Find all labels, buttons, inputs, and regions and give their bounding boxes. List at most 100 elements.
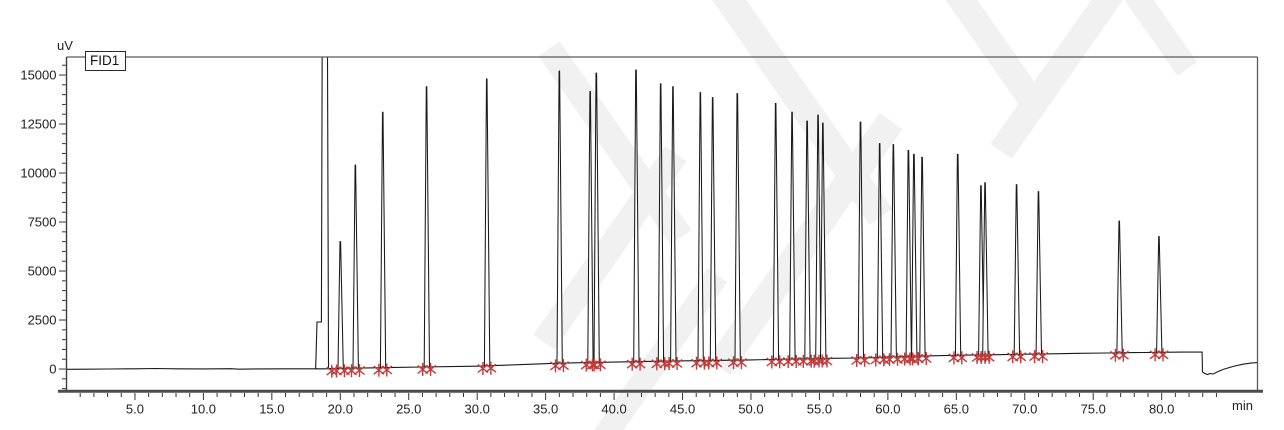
- peak: [709, 97, 717, 362]
- x-tick-label: 65.0: [944, 402, 969, 417]
- y-tick-label: 5000: [28, 264, 57, 279]
- peak: [890, 144, 897, 358]
- x-tick-label: 20.0: [328, 402, 353, 417]
- peak-marker-icon: [1117, 350, 1129, 360]
- peak-marker-icon: [821, 356, 833, 366]
- peak: [905, 149, 912, 358]
- peak-marker-icon: [651, 359, 663, 369]
- peak: [1013, 184, 1021, 355]
- peak: [772, 102, 780, 360]
- peak-marker-icon: [813, 356, 825, 366]
- peak-marker-icon: [912, 354, 924, 364]
- peak-marker-icon: [485, 363, 497, 373]
- x-tick-label: 80.0: [1149, 402, 1174, 417]
- y-tick-label: 7500: [28, 215, 57, 230]
- baseline-trace: [66, 351, 1258, 376]
- peak-marker-icon: [1029, 352, 1041, 362]
- peak: [587, 91, 594, 364]
- peak: [919, 156, 926, 357]
- x-tick-label: 25.0: [396, 402, 421, 417]
- peak: [1035, 191, 1043, 355]
- x-tick-label: 10.0: [191, 402, 216, 417]
- x-tick-label: 5.0: [126, 402, 144, 417]
- peak-marker-icon: [904, 354, 916, 364]
- peak: [593, 72, 600, 363]
- solvent-peak: [315, 57, 330, 370]
- peak-markers-layer: [326, 348, 1169, 378]
- x-tick-label: 55.0: [807, 402, 832, 417]
- peak-marker-icon: [594, 360, 606, 370]
- peak-marker-icon: [663, 359, 675, 369]
- y-axis-unit-label: uV: [57, 38, 73, 53]
- peak-marker-icon: [381, 365, 393, 375]
- peak: [815, 114, 822, 360]
- x-tick-label: 70.0: [1012, 402, 1037, 417]
- peak-marker-icon: [774, 357, 786, 367]
- peak-marker-icon: [690, 358, 703, 368]
- peak: [483, 78, 491, 367]
- peak-marker-icon: [549, 361, 562, 371]
- peak-marker-icon: [920, 353, 932, 364]
- peak-marker-icon: [797, 356, 809, 366]
- peak: [670, 86, 677, 362]
- peak: [1116, 220, 1123, 354]
- peak-marker-icon: [766, 357, 778, 367]
- peak-marker-icon: [870, 355, 882, 365]
- peak-marker-icon: [956, 353, 968, 363]
- peak-marker-icon: [1109, 350, 1121, 360]
- x-tick-label: 40.0: [601, 402, 626, 417]
- peak: [1156, 236, 1163, 353]
- peak-marker-icon: [1015, 352, 1027, 362]
- peak-marker-icon: [1157, 350, 1169, 360]
- x-tick-label: 35.0: [533, 402, 558, 417]
- peak-marker-icon: [425, 364, 437, 374]
- peak-marker-icon: [851, 355, 863, 366]
- y-tick-label: 0: [49, 362, 56, 377]
- peak-marker-icon: [711, 358, 723, 368]
- peak: [657, 83, 665, 362]
- peak: [556, 70, 563, 364]
- peak-marker-icon: [330, 366, 343, 376]
- x-tick-label: 15.0: [259, 402, 284, 417]
- peak-marker-icon: [975, 352, 987, 363]
- y-tick-label: 10000: [20, 166, 56, 181]
- y-tick-label: 2500: [28, 313, 57, 328]
- peak: [423, 86, 431, 368]
- y-tick-label: 12500: [20, 117, 56, 132]
- peak-marker-icon: [883, 355, 896, 365]
- x-tick-label: 75.0: [1081, 402, 1106, 417]
- x-tick-label: 30.0: [465, 402, 490, 417]
- peak-marker-icon: [948, 353, 960, 363]
- peak: [954, 153, 962, 356]
- peak-marker-icon: [634, 359, 646, 369]
- x-tick-label: 60.0: [875, 402, 900, 417]
- peak-marker-icon: [983, 352, 995, 362]
- peak: [697, 92, 704, 362]
- peak-marker-icon: [859, 355, 871, 365]
- peak-marker-icon: [353, 365, 366, 376]
- peak: [819, 122, 827, 360]
- x-tick-label: 45.0: [670, 402, 695, 417]
- peak: [804, 120, 811, 360]
- peak: [911, 153, 918, 357]
- x-axis-unit-label: min: [1232, 398, 1253, 413]
- x-tick-label: 50.0: [738, 402, 763, 417]
- peak: [789, 111, 796, 360]
- peak-marker-icon: [727, 358, 740, 368]
- peak: [379, 111, 387, 369]
- peak-marker-icon: [808, 356, 820, 366]
- peak-marker-icon: [659, 359, 671, 369]
- peak-marker-icon: [373, 365, 385, 375]
- peak-marker-icon: [1037, 351, 1049, 362]
- peak-marker-icon: [698, 358, 711, 368]
- peak-marker-icon: [417, 364, 429, 375]
- peak: [734, 93, 741, 361]
- peak: [982, 182, 989, 356]
- peak-marker-icon: [326, 366, 338, 376]
- y-tick-label: 15000: [20, 68, 56, 83]
- peak-marker-icon: [586, 360, 599, 370]
- peak: [857, 121, 865, 359]
- y-axis-ticks: [59, 64, 66, 390]
